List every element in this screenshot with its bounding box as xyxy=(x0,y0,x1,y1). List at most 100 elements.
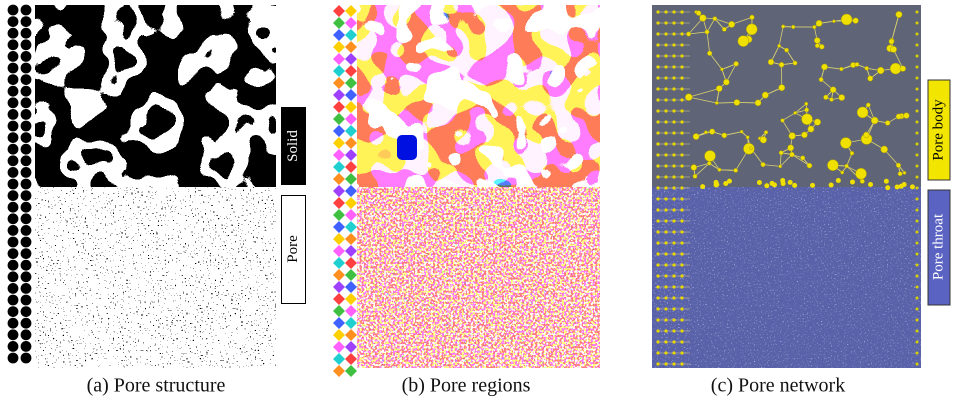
pore-body xyxy=(877,67,884,74)
boundary-sphere xyxy=(21,121,32,132)
pore-body xyxy=(656,362,659,365)
boundary-sphere xyxy=(21,51,32,62)
pore-body xyxy=(672,219,675,222)
pore-body xyxy=(713,17,717,21)
pore-body xyxy=(664,263,667,266)
pore-body xyxy=(680,164,683,167)
boundary-body xyxy=(714,180,719,185)
boundary-body xyxy=(916,99,919,102)
boundary-body xyxy=(916,275,919,278)
pore-body xyxy=(840,137,851,148)
pore-body xyxy=(896,11,902,17)
pore-body xyxy=(664,120,667,123)
legend-pore-throat: Pore throat xyxy=(930,213,946,280)
pore-body xyxy=(827,160,838,171)
boundary-sphere xyxy=(21,283,32,294)
pore-body xyxy=(715,101,718,104)
pore-body xyxy=(680,351,683,354)
boundary-sphere xyxy=(8,190,19,201)
boundary-body xyxy=(916,110,919,113)
pore-body xyxy=(793,61,797,65)
pore-body xyxy=(705,150,716,161)
pore-body xyxy=(656,307,659,310)
pore-body xyxy=(680,43,683,46)
pore-body xyxy=(672,109,675,112)
boundary-sphere xyxy=(8,202,19,213)
pore-body xyxy=(672,131,675,134)
pore-body xyxy=(821,64,827,70)
pore-body xyxy=(672,230,675,233)
boundary-body xyxy=(868,182,873,187)
pore-body xyxy=(680,21,683,24)
pore-body xyxy=(656,285,659,288)
pore-body xyxy=(816,20,822,26)
pore-body xyxy=(685,94,692,101)
pore-body xyxy=(656,54,659,57)
pore-body xyxy=(664,241,667,244)
boundary-sphere xyxy=(21,109,32,120)
boundary-body xyxy=(916,176,919,179)
boundary-sphere xyxy=(21,306,32,317)
pore-body xyxy=(856,168,867,179)
pore-body xyxy=(664,153,667,156)
pore-body xyxy=(762,92,768,98)
pore-body xyxy=(903,171,906,174)
pore-body xyxy=(885,121,890,126)
pore-body xyxy=(760,137,767,144)
pore-noise xyxy=(35,187,276,368)
pore-body xyxy=(664,142,667,145)
pore-body xyxy=(840,67,844,71)
pore-body xyxy=(707,161,711,165)
pore-body xyxy=(815,44,819,48)
boundary-body xyxy=(916,187,919,190)
pore-body xyxy=(680,65,683,68)
pore-body xyxy=(705,30,709,34)
pore-body xyxy=(749,147,752,150)
pore-body xyxy=(680,87,683,90)
boundary-sphere xyxy=(21,132,32,143)
pore-body xyxy=(656,164,659,167)
pore-body xyxy=(790,152,795,157)
pore-body xyxy=(680,307,683,310)
pore-body xyxy=(672,318,675,321)
pore-body xyxy=(656,21,659,24)
boundary-sphere xyxy=(8,5,19,16)
boundary-body xyxy=(916,121,919,124)
pore-body xyxy=(672,54,675,57)
pore-body xyxy=(664,307,667,310)
pore-body xyxy=(789,133,796,140)
boundary-sphere xyxy=(8,97,19,108)
boundary-body xyxy=(788,180,793,185)
pore-body xyxy=(779,151,783,155)
boundary-body xyxy=(916,55,919,58)
boundary-body xyxy=(916,308,919,311)
pore-body xyxy=(896,114,901,119)
pore-body xyxy=(664,164,667,167)
pore-body xyxy=(664,87,667,90)
pore-body xyxy=(746,136,749,139)
boundary-body xyxy=(895,185,900,190)
pore-body xyxy=(656,186,659,189)
pore-body xyxy=(723,79,729,85)
pore-body xyxy=(656,175,659,178)
boundary-body xyxy=(885,185,890,190)
pore-body xyxy=(704,131,707,134)
pore-body xyxy=(672,65,675,68)
boundary-sphere xyxy=(21,16,32,27)
pore-body xyxy=(680,131,683,134)
boundary-body xyxy=(770,181,775,186)
caption: (c) Pore network xyxy=(711,375,845,397)
pore-body xyxy=(779,62,784,67)
boundary-sphere xyxy=(21,63,32,74)
boundary-body xyxy=(916,88,919,91)
pore-body xyxy=(672,274,675,277)
boundary-body xyxy=(916,77,919,80)
boundary-sphere xyxy=(8,121,19,132)
pore-body xyxy=(805,108,809,112)
pore-body xyxy=(794,111,797,114)
boundary-body xyxy=(850,180,855,185)
pore-body xyxy=(656,263,659,266)
region-boundaries xyxy=(357,5,600,187)
pore-body xyxy=(672,87,675,90)
boundary-sphere xyxy=(8,16,19,27)
